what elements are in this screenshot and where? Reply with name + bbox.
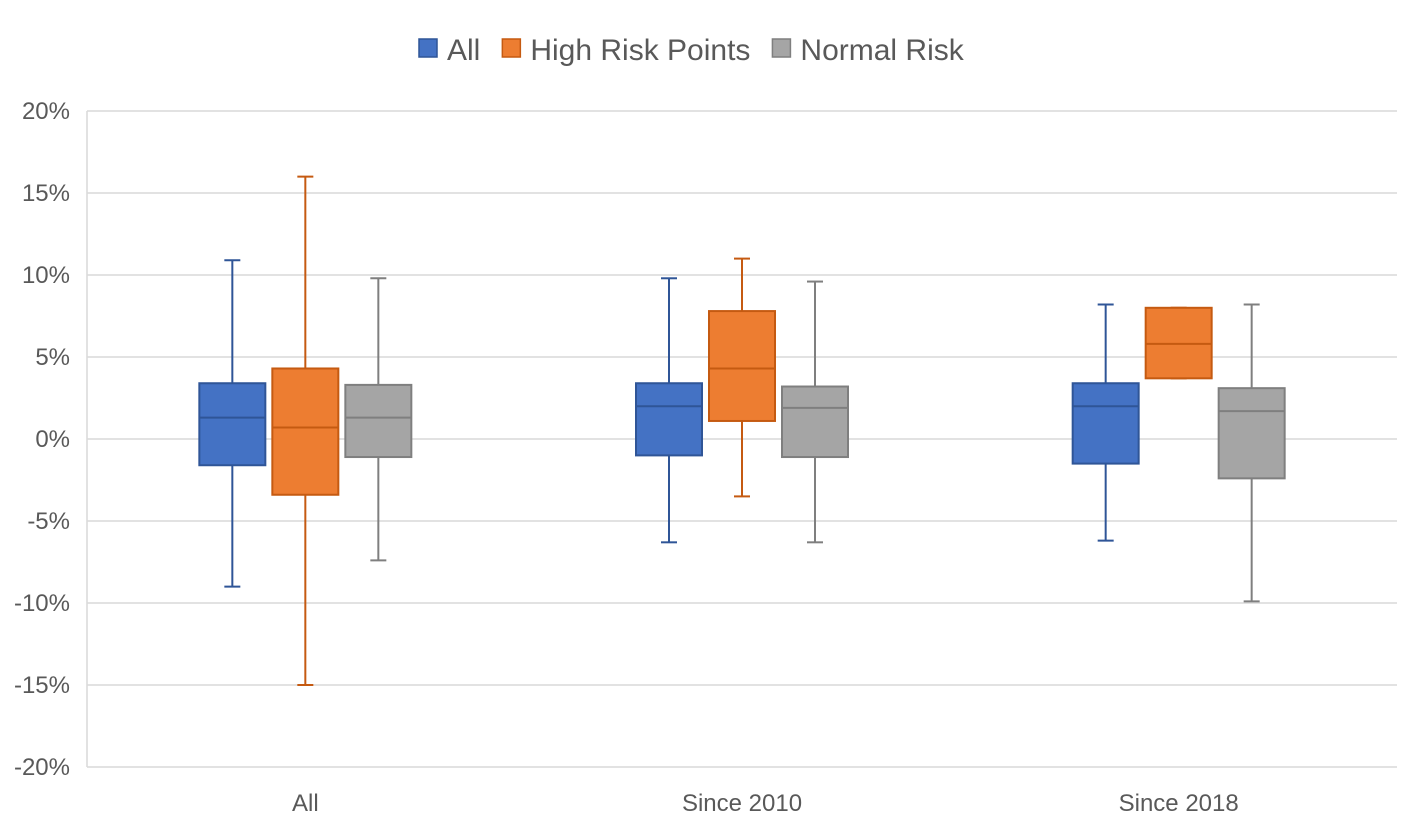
box bbox=[344, 383, 413, 459]
y-axis: 20% 15% 10% 5% 0% -5% -10% -15% -20% bbox=[14, 98, 88, 781]
x-axis: All Since 2010 Since 2018 bbox=[292, 790, 1239, 817]
y-tick-label: 10% bbox=[22, 262, 70, 289]
series-high-risk-points bbox=[271, 175, 1213, 686]
box bbox=[271, 367, 340, 496]
y-tick-label: 5% bbox=[35, 344, 70, 371]
series-all bbox=[198, 259, 1140, 588]
x-category-label: Since 2018 bbox=[1119, 790, 1239, 817]
x-category-label: Since 2010 bbox=[682, 790, 802, 817]
y-tick-label: -20% bbox=[14, 754, 70, 781]
legend-label: All bbox=[447, 34, 480, 67]
y-tick-label: -15% bbox=[14, 672, 70, 699]
box bbox=[708, 310, 776, 422]
y-tick-label: 15% bbox=[22, 180, 70, 207]
box bbox=[781, 385, 849, 459]
box bbox=[635, 382, 703, 457]
y-tick-label: -10% bbox=[14, 590, 70, 617]
x-category-label: All bbox=[292, 790, 319, 817]
box bbox=[1217, 387, 1286, 480]
y-tick-label: 0% bbox=[35, 426, 70, 453]
legend-label: High Risk Points bbox=[530, 34, 750, 67]
series-normal-risk bbox=[344, 277, 1286, 603]
legend-swatch bbox=[501, 38, 522, 58]
legend: All High Risk Points Normal Risk bbox=[418, 34, 965, 67]
box bbox=[198, 382, 267, 467]
legend-label: Normal Risk bbox=[800, 34, 964, 67]
legend-swatch bbox=[418, 38, 438, 58]
plot-area bbox=[198, 175, 1286, 686]
y-tick-label: -5% bbox=[27, 508, 70, 535]
legend-swatch bbox=[771, 38, 792, 58]
box bbox=[1071, 382, 1140, 465]
y-tick-label: 20% bbox=[22, 98, 70, 125]
